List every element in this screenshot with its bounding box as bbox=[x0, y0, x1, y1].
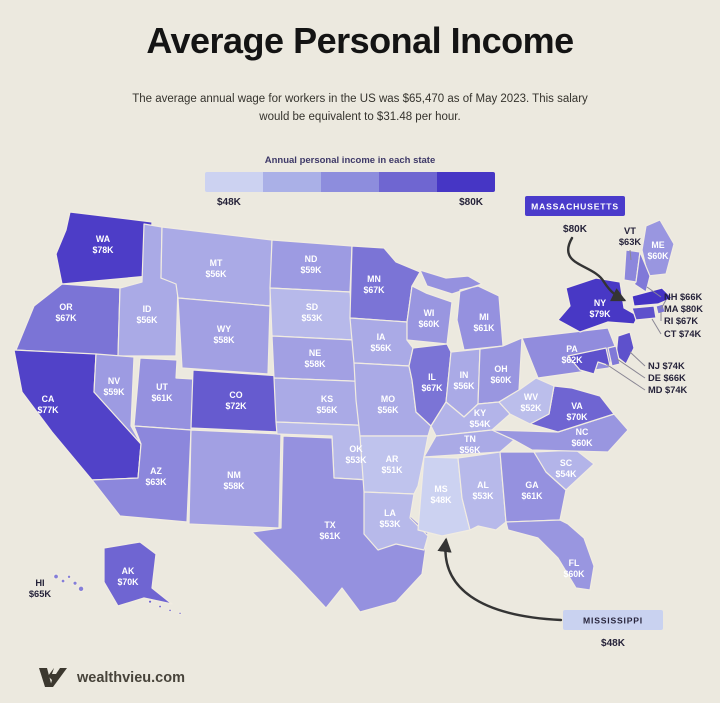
state-shape-AK bbox=[103, 541, 182, 616]
state-label-CA: CA $77K bbox=[37, 394, 59, 415]
external-label-NH: NH $66K bbox=[664, 292, 703, 302]
state-label-MO: MO $56K bbox=[377, 394, 399, 415]
state-shape-MD bbox=[567, 347, 611, 375]
state-shape-WY bbox=[177, 297, 271, 375]
state-shape-TX bbox=[251, 435, 429, 613]
external-label-VT: VT $63K bbox=[619, 226, 642, 247]
state-shape-CT bbox=[631, 305, 657, 321]
mississippi-arrow bbox=[437, 537, 563, 622]
leader-line-NJ bbox=[629, 351, 646, 367]
page-title: Average Personal Income bbox=[146, 20, 574, 61]
legend-swatch-5 bbox=[437, 172, 495, 192]
legend-color-scale bbox=[205, 172, 495, 192]
state-label-AZ: AZ $63K bbox=[145, 466, 167, 487]
brand-name: wealthvieu.com bbox=[77, 670, 185, 686]
state-label-IA: IA $56K bbox=[370, 332, 392, 353]
legend-swatch-4 bbox=[379, 172, 437, 192]
state-label-TX: TX $61K bbox=[319, 520, 341, 541]
state-label-AL: AL $53K bbox=[472, 480, 494, 501]
state-label-UT: UT $61K bbox=[151, 382, 173, 403]
state-label-LA: LA $53K bbox=[379, 508, 401, 529]
state-label-OH: OH $60K bbox=[490, 364, 512, 385]
state-label-KS: KS $56K bbox=[316, 394, 338, 415]
state-label-NE: NE $58K bbox=[304, 348, 326, 369]
state-label-IL: IL $67K bbox=[421, 372, 443, 393]
mississippi-badge bbox=[563, 610, 663, 630]
state-label-MT: MT $56K bbox=[205, 258, 227, 279]
state-label-ME: ME $60K bbox=[647, 240, 669, 261]
legend-swatch-2 bbox=[263, 172, 321, 192]
leader-line-DE bbox=[616, 358, 646, 379]
state-label-MI: MI $61K bbox=[473, 312, 495, 333]
state-shape-HI bbox=[52, 573, 85, 593]
state-label-OR: OR $67K bbox=[55, 302, 77, 323]
legend-labels: $48K $80K bbox=[205, 192, 495, 208]
legend-swatch-3 bbox=[321, 172, 379, 192]
external-label-DE: DE $66K bbox=[648, 373, 686, 383]
state-label-FL: FL $60K bbox=[563, 558, 585, 579]
state-label-PA: PA $62K bbox=[561, 344, 583, 365]
leader-line-MA bbox=[660, 299, 667, 310]
external-label-RI: RI $67K bbox=[664, 316, 698, 326]
state-label-AR: AR $51K bbox=[381, 454, 403, 475]
state-label-CO: CO $72K bbox=[225, 390, 247, 411]
legend-title: Annual personal income in each state bbox=[264, 155, 436, 166]
state-label-WY: WY $58K bbox=[213, 324, 235, 345]
state-label-MN: MN $67K bbox=[363, 274, 385, 295]
state-label-ID: ID $56K bbox=[136, 304, 158, 325]
state-label-WV: WV $52K bbox=[520, 392, 542, 413]
legend: Annual personal income in each state $48… bbox=[205, 155, 495, 208]
state-shape-NV bbox=[93, 353, 142, 445]
state-shape-NH bbox=[633, 251, 651, 293]
mississippi-badge-label: MISSISSIPPI bbox=[583, 616, 643, 626]
legend-max-label: $80K bbox=[459, 197, 483, 208]
state-label-ND: ND $59K bbox=[300, 254, 322, 275]
state-shape-ME bbox=[641, 219, 675, 277]
state-label-NV: NV $59K bbox=[103, 376, 125, 397]
leader-line-MD bbox=[605, 363, 646, 391]
state-label-NY: NY $79K bbox=[589, 298, 611, 319]
leader-line-VT bbox=[629, 249, 632, 261]
state-label-VA: VA $70K bbox=[566, 401, 588, 422]
state-label-NC: NC $60K bbox=[571, 427, 593, 448]
state-shape-FL bbox=[505, 519, 595, 591]
massachusetts-arrow bbox=[567, 236, 627, 302]
state-label-SC: SC $54K bbox=[555, 458, 577, 479]
external-label-MD: MD $74K bbox=[648, 385, 688, 395]
brand-logo-w-icon bbox=[39, 668, 67, 687]
state-label-GA: GA $61K bbox=[521, 480, 543, 501]
subtitle: The average annual wage for workers in t… bbox=[132, 93, 588, 124]
legend-min-label: $48K bbox=[217, 197, 241, 208]
massachusetts-badge-label: MASSACHUSETTS bbox=[531, 202, 619, 212]
state-label-OK: OK $53K bbox=[345, 444, 367, 465]
state-label-TN: TN $56K bbox=[459, 434, 481, 455]
state-shape-IA bbox=[349, 317, 414, 367]
state-label-KY: KY $54K bbox=[469, 408, 491, 429]
massachusetts-value: $80K bbox=[563, 224, 588, 235]
state-label-MS: MS $48K bbox=[430, 484, 452, 505]
mississippi-value: $48K bbox=[601, 638, 626, 649]
state-shape-TN bbox=[423, 429, 515, 458]
leader-line-CT bbox=[651, 318, 662, 335]
state-label-WI: WI $60K bbox=[418, 308, 440, 329]
external-label-CT: CT $74K bbox=[664, 329, 701, 339]
external-label-HI: HI $65K bbox=[29, 578, 52, 599]
state-shape-LA bbox=[363, 491, 429, 551]
leader-line-NH bbox=[646, 286, 662, 298]
legend-swatch-1 bbox=[205, 172, 263, 192]
state-label-NM: NM $58K bbox=[223, 470, 245, 491]
state-shape-DE bbox=[607, 345, 621, 367]
state-label-IN: IN $56K bbox=[453, 370, 475, 391]
state-label-WA: WA $78K bbox=[92, 234, 114, 255]
us-choropleth-map: WA $78K OR $67K CA $77K ID $56K NV $59K UT $61K AZ $6… bbox=[13, 196, 703, 649]
massachusetts-badge bbox=[525, 196, 625, 216]
state-shape-WV bbox=[498, 377, 555, 425]
state-label-AK: AK $70K bbox=[117, 566, 139, 587]
external-label-NJ: NJ $74K bbox=[648, 361, 685, 371]
state-label-SD: SD $53K bbox=[301, 302, 323, 323]
footer: wealthvieu.com bbox=[38, 667, 185, 689]
external-label-MA: MA $80K bbox=[664, 304, 703, 314]
